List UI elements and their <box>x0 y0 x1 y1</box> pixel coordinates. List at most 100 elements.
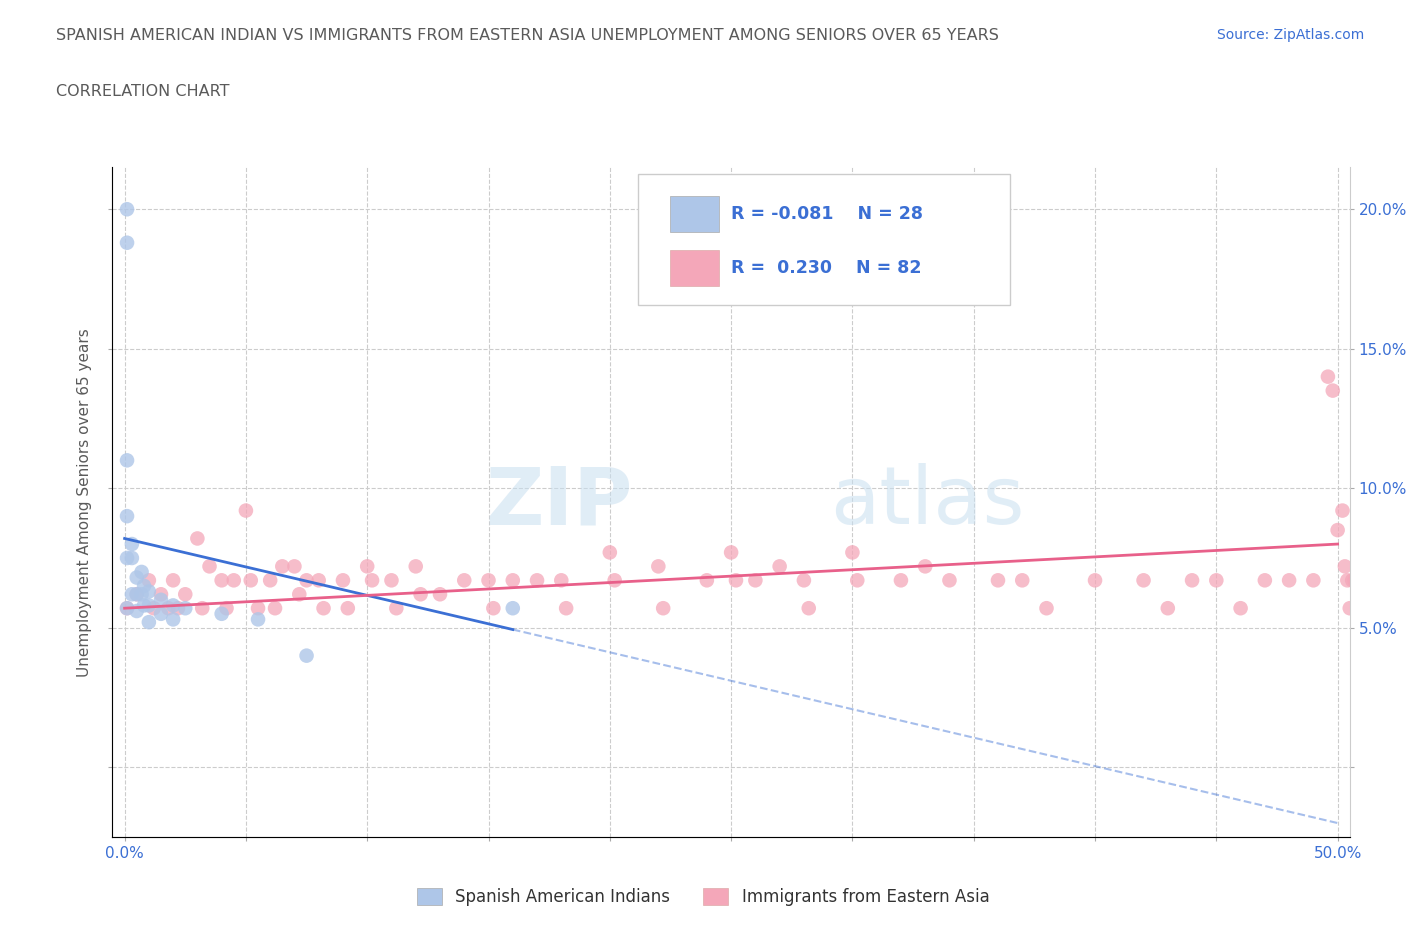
Point <box>132 578 155 593</box>
Point <box>125 587 148 602</box>
Point <box>453 573 475 588</box>
Point <box>332 573 354 588</box>
Point <box>1302 573 1324 588</box>
Point <box>138 598 160 613</box>
Point <box>211 606 233 621</box>
Point <box>744 573 766 588</box>
Point <box>987 573 1010 588</box>
Point <box>1084 573 1107 588</box>
Point <box>115 601 138 616</box>
Point <box>121 537 143 551</box>
Point <box>914 559 936 574</box>
Text: ZIP: ZIP <box>485 463 633 541</box>
Point <box>1229 601 1251 616</box>
Text: Source: ZipAtlas.com: Source: ZipAtlas.com <box>1216 28 1364 42</box>
Text: R =  0.230    N = 82: R = 0.230 N = 82 <box>731 259 921 277</box>
Point <box>482 601 505 616</box>
Point <box>1011 573 1033 588</box>
Point <box>409 587 432 602</box>
Point <box>405 559 427 574</box>
Point <box>1181 573 1204 588</box>
Point <box>336 601 359 616</box>
Point <box>115 202 138 217</box>
Point <box>198 559 221 574</box>
Legend: Spanish American Indians, Immigrants from Eastern Asia: Spanish American Indians, Immigrants fro… <box>411 881 995 912</box>
Point <box>115 551 138 565</box>
Point <box>295 648 318 663</box>
Point <box>1326 523 1348 538</box>
Point <box>131 587 153 602</box>
Point <box>288 587 311 602</box>
Point <box>797 601 820 616</box>
FancyBboxPatch shape <box>638 174 1010 305</box>
Point <box>121 551 143 565</box>
Point <box>131 565 153 579</box>
Point <box>138 573 160 588</box>
Point <box>890 573 912 588</box>
Point <box>526 573 548 588</box>
Point <box>1348 573 1371 588</box>
Point <box>259 573 281 588</box>
Point <box>115 235 138 250</box>
Point <box>222 573 245 588</box>
Point <box>174 601 197 616</box>
Point <box>720 545 742 560</box>
Point <box>502 601 524 616</box>
Point <box>162 573 184 588</box>
Point <box>115 601 138 616</box>
Point <box>1254 573 1277 588</box>
Point <box>247 601 270 616</box>
Text: R = -0.081    N = 28: R = -0.081 N = 28 <box>731 206 924 223</box>
FancyBboxPatch shape <box>671 250 718 286</box>
Y-axis label: Unemployment Among Seniors over 65 years: Unemployment Among Seniors over 65 years <box>77 328 93 677</box>
Point <box>115 453 138 468</box>
Point <box>264 601 287 616</box>
Point <box>380 573 402 588</box>
Point <box>550 573 572 588</box>
Point <box>1205 573 1227 588</box>
Point <box>125 604 148 618</box>
Point <box>385 601 408 616</box>
Point <box>1035 601 1057 616</box>
Text: CORRELATION CHART: CORRELATION CHART <box>56 84 229 99</box>
Point <box>150 592 173 607</box>
Point <box>846 573 869 588</box>
Point <box>174 587 197 602</box>
Point <box>132 598 155 613</box>
FancyBboxPatch shape <box>671 196 718 232</box>
Point <box>167 601 190 616</box>
Point <box>295 573 318 588</box>
Point <box>162 612 184 627</box>
Point <box>271 559 294 574</box>
Point <box>599 545 621 560</box>
Point <box>724 573 747 588</box>
Point <box>125 570 148 585</box>
Point <box>239 573 262 588</box>
Point <box>1336 573 1358 588</box>
Point <box>1346 573 1368 588</box>
Text: atlas: atlas <box>830 463 1025 541</box>
Point <box>361 573 384 588</box>
Point <box>429 587 451 602</box>
Point <box>150 606 173 621</box>
Point <box>477 573 499 588</box>
Text: SPANISH AMERICAN INDIAN VS IMMIGRANTS FROM EASTERN ASIA UNEMPLOYMENT AMONG SENIO: SPANISH AMERICAN INDIAN VS IMMIGRANTS FR… <box>56 28 1000 43</box>
Point <box>696 573 718 588</box>
Point <box>938 573 960 588</box>
Point <box>191 601 214 616</box>
Point <box>115 509 138 524</box>
Point <box>247 612 270 627</box>
Point <box>211 573 233 588</box>
Point <box>652 601 675 616</box>
Point <box>1351 573 1374 588</box>
Point <box>793 573 815 588</box>
Point <box>841 545 863 560</box>
Point <box>502 573 524 588</box>
Point <box>283 559 305 574</box>
Point <box>142 601 165 616</box>
Point <box>138 584 160 599</box>
Point <box>769 559 792 574</box>
Point <box>647 559 669 574</box>
Point <box>308 573 330 588</box>
Point <box>1334 559 1357 574</box>
